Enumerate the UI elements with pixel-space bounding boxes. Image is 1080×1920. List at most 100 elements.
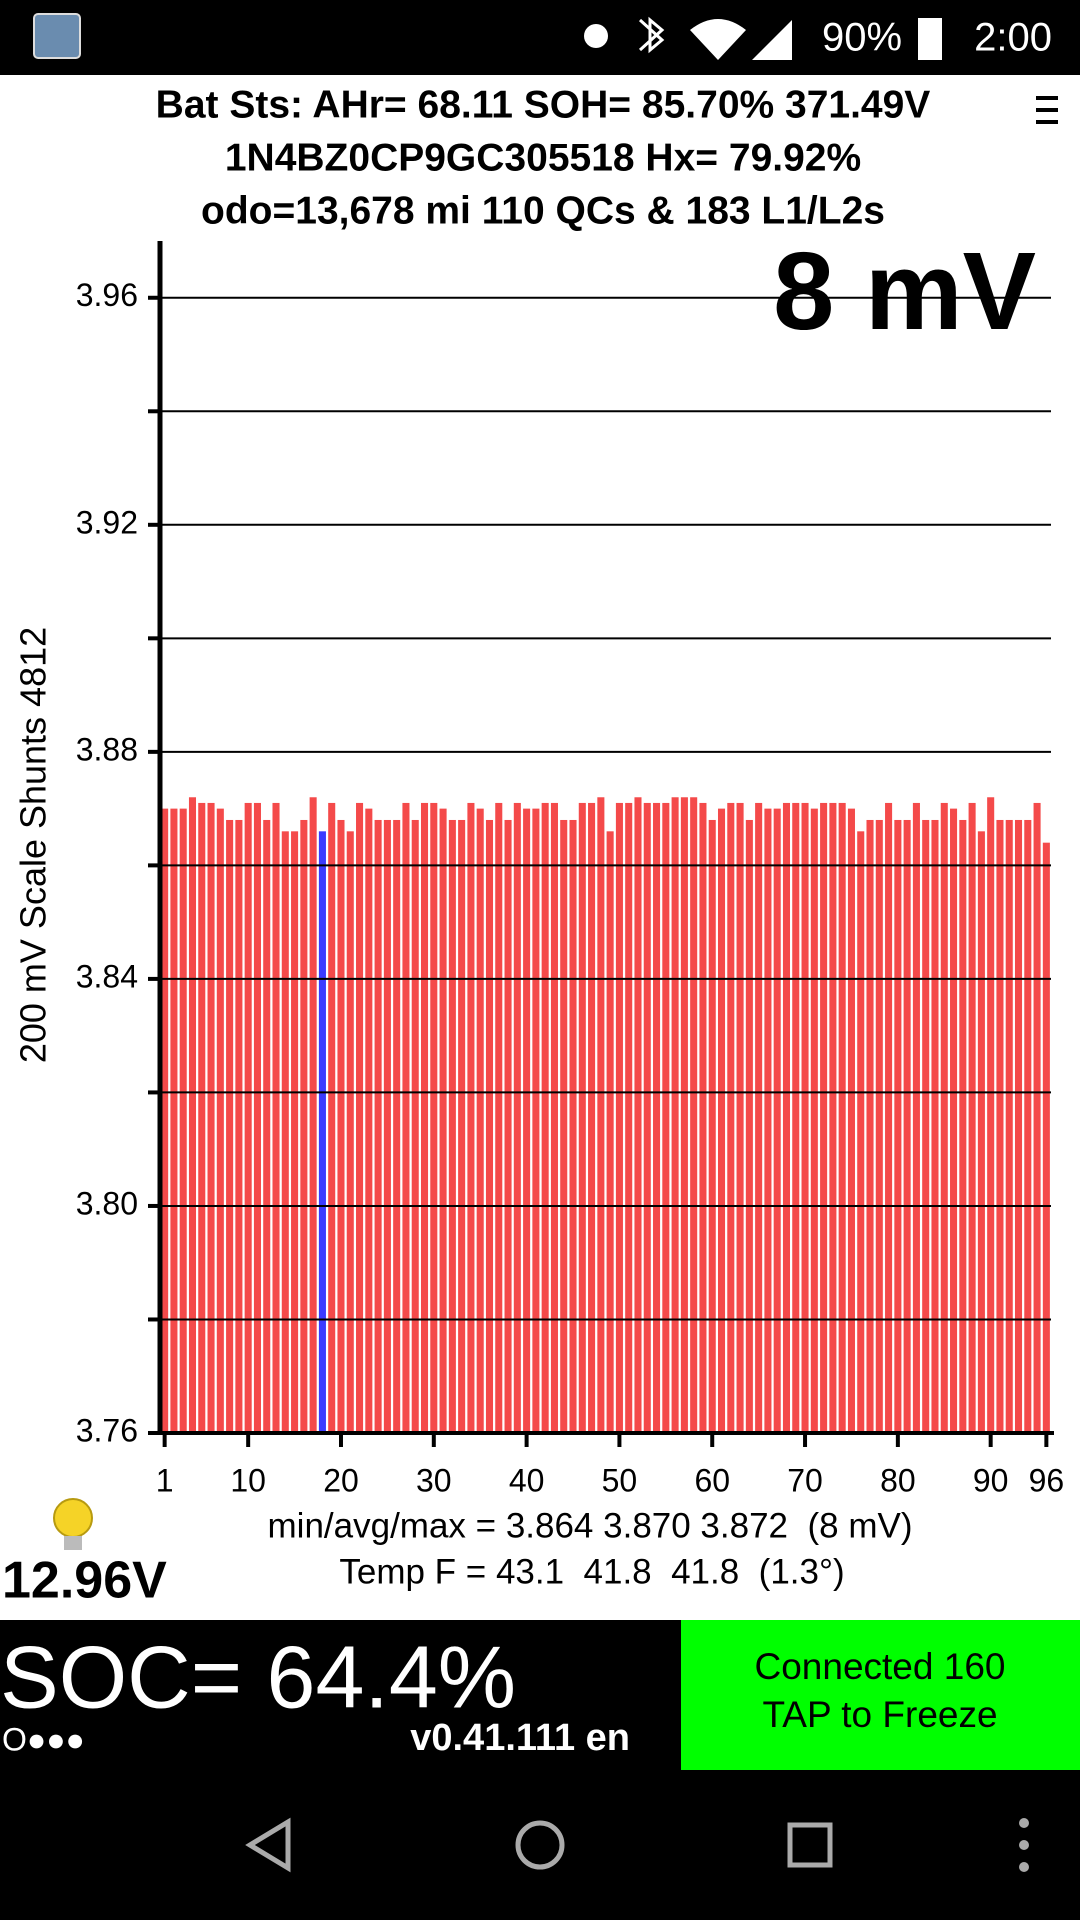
nav-menu[interactable] xyxy=(1019,1818,1029,1872)
bar xyxy=(346,831,354,1433)
x-tick-label: 60 xyxy=(694,1462,730,1498)
bar xyxy=(523,808,531,1433)
bar xyxy=(727,802,735,1433)
x-tick-label: 90 xyxy=(973,1462,1009,1498)
bar xyxy=(690,797,698,1433)
battery-percent: 90% xyxy=(822,16,902,60)
bar xyxy=(337,819,345,1433)
bar xyxy=(912,802,920,1433)
x-tick-label: 30 xyxy=(416,1462,452,1498)
stats-line: Temp F = 43.1 41.8 41.8 (1.3°) xyxy=(339,1552,844,1591)
bar xyxy=(717,808,726,1433)
x-tick-label: 10 xyxy=(230,1462,266,1498)
bar xyxy=(792,802,800,1433)
bar xyxy=(1042,842,1050,1433)
stats-line: min/avg/max = 3.864 3.870 3.872 (8 mV) xyxy=(268,1506,913,1545)
nav-dot[interactable] xyxy=(1019,1818,1029,1828)
bar xyxy=(662,802,670,1433)
bar xyxy=(550,802,558,1433)
y-tick-label: 3.84 xyxy=(76,958,138,994)
y-tick-label: 3.96 xyxy=(76,277,138,313)
bar xyxy=(615,802,623,1433)
bar xyxy=(597,797,605,1433)
nav-home[interactable] xyxy=(515,1820,565,1870)
bar xyxy=(179,808,187,1433)
header-line: Bat Sts: AHr= 68.11 SOH= 85.70% 371.49V xyxy=(156,83,931,126)
bar xyxy=(430,802,438,1433)
menu-button[interactable] xyxy=(1036,96,1058,124)
bar xyxy=(318,831,326,1433)
bar xyxy=(235,819,243,1433)
connect-text[interactable]: TAP to Freeze xyxy=(762,1694,997,1735)
bulb-base xyxy=(64,1536,82,1550)
chart: 3.76 3.80 3.84 3.88 3.92 3.96 1 10 20 30 40 50 60 70 8… xyxy=(76,241,1064,1498)
bar xyxy=(383,819,391,1433)
aux-voltage: 12.96V xyxy=(2,1552,167,1610)
connect-button-bg[interactable] xyxy=(681,1620,1080,1770)
clock: 2:00 xyxy=(974,16,1052,60)
bar xyxy=(309,797,317,1433)
nav-dot[interactable] xyxy=(1019,1840,1029,1850)
bar xyxy=(402,802,410,1433)
bar xyxy=(810,808,818,1433)
bar xyxy=(161,808,169,1433)
nav-back[interactable] xyxy=(245,1817,291,1873)
version: v0.41.111 en xyxy=(410,1717,630,1759)
bar xyxy=(244,802,252,1433)
bar xyxy=(588,802,596,1433)
bar xyxy=(773,808,781,1433)
bar xyxy=(968,802,976,1433)
bar xyxy=(458,819,466,1433)
bar xyxy=(560,819,568,1433)
bar xyxy=(495,802,503,1433)
status-bar xyxy=(0,0,1080,75)
bar xyxy=(532,808,540,1433)
x-tick-label: 70 xyxy=(787,1462,823,1498)
bar xyxy=(281,831,289,1433)
nav-recent[interactable] xyxy=(787,1822,833,1868)
bar xyxy=(625,802,633,1433)
bar xyxy=(606,831,614,1433)
nav-dot[interactable] xyxy=(1019,1862,1029,1872)
bar xyxy=(736,802,744,1433)
bar xyxy=(485,819,494,1433)
bar xyxy=(272,802,280,1433)
bar xyxy=(170,808,178,1433)
bulb-icon xyxy=(53,1498,93,1550)
bar xyxy=(226,819,234,1433)
y-axis-label: 200 mV Scale Shunts 4812 xyxy=(13,627,54,1063)
bar xyxy=(448,819,456,1433)
bar xyxy=(1033,802,1041,1433)
bar xyxy=(950,808,958,1433)
wifi-icon xyxy=(690,19,746,60)
bar xyxy=(263,819,271,1433)
status-dots: O●●● xyxy=(2,1721,85,1757)
bulb xyxy=(53,1498,93,1538)
spread-label: 8 mV xyxy=(773,230,1036,353)
bar xyxy=(198,802,206,1433)
bar xyxy=(1005,819,1013,1433)
bar xyxy=(541,802,549,1433)
bar xyxy=(653,802,661,1433)
bar xyxy=(847,808,855,1433)
bar xyxy=(291,831,299,1433)
bar xyxy=(699,802,707,1433)
connect-button[interactable]: Connected 160 TAP to Freeze xyxy=(681,1620,1080,1770)
bar xyxy=(1014,819,1023,1433)
app-icon xyxy=(33,13,81,59)
bar xyxy=(1024,819,1032,1433)
menu-bar[interactable] xyxy=(1036,120,1058,124)
bar xyxy=(857,831,865,1433)
bar xyxy=(634,797,642,1433)
connect-text[interactable]: Connected 160 xyxy=(755,1646,1006,1687)
bar xyxy=(745,819,753,1433)
x-tick-label: 1 xyxy=(156,1462,174,1498)
menu-bar[interactable] xyxy=(1036,108,1058,112)
bluetooth-icon xyxy=(638,16,665,54)
bar xyxy=(216,808,224,1433)
battery-icon xyxy=(918,18,942,60)
header-line: 1N4BZ0CP9GC305518 Hx= 79.92% xyxy=(225,136,861,179)
menu-bar[interactable] xyxy=(1036,96,1058,100)
bar xyxy=(300,819,308,1433)
